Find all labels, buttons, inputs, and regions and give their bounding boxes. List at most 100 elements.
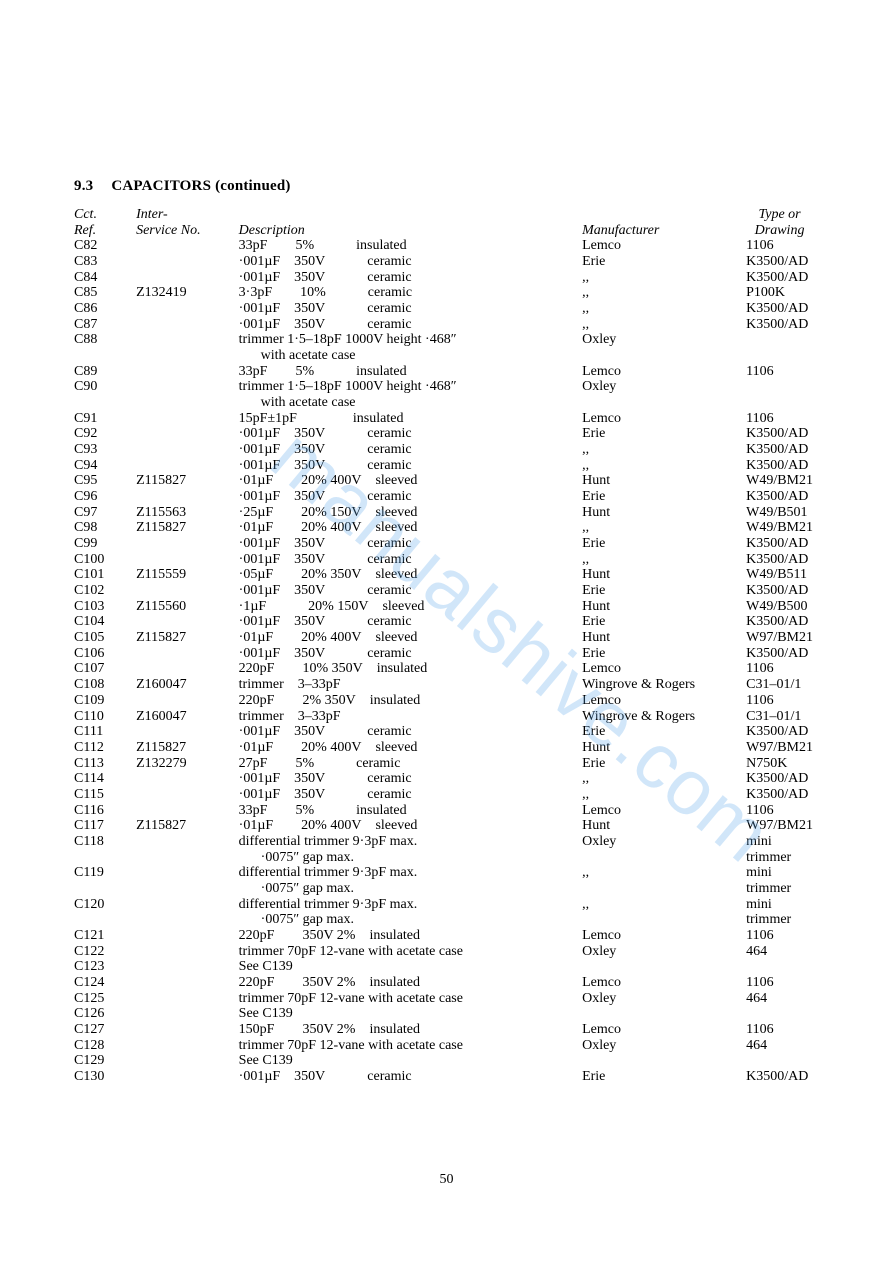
- desc-cell: ·01µF 20% 400V sleeved: [239, 520, 582, 536]
- mfr-cell: ,,: [582, 771, 746, 787]
- typ-cell: K3500/AD: [746, 254, 819, 270]
- svc-cell: Z132419: [136, 285, 239, 301]
- table-row: C102·001µF 350V ceramicErieK3500/AD: [74, 583, 819, 599]
- table-row: C107220pF 10% 350V insulatedLemco1106: [74, 661, 819, 677]
- header-svc-top: Inter-: [136, 207, 239, 223]
- desc-cell: ·001µF 350V ceramic: [239, 536, 582, 552]
- mfr-cell: Oxley: [582, 944, 746, 960]
- cct-cell: C108: [74, 677, 136, 693]
- mfr-cell: Hunt: [582, 630, 746, 646]
- cct-cell: C101: [74, 567, 136, 583]
- typ-cell: K3500/AD: [746, 426, 819, 442]
- desc-cell: ·001µF 350V ceramic: [239, 583, 582, 599]
- mfr-cell: Hunt: [582, 740, 746, 756]
- desc-cell: ·001µF 350V ceramic: [239, 458, 582, 474]
- svc-cell: Z160047: [136, 677, 239, 693]
- mfr-cell: Lemco: [582, 411, 746, 427]
- mfr-cell: Erie: [582, 426, 746, 442]
- typ-cell: K3500/AD: [746, 552, 819, 568]
- table-row: C104·001µF 350V ceramicErieK3500/AD: [74, 614, 819, 630]
- cct-cell: C124: [74, 975, 136, 991]
- desc-cell: See C139: [239, 1053, 582, 1069]
- typ-cell: 1106: [746, 1022, 819, 1038]
- desc-cell: ·01µF 20% 400V sleeved: [239, 740, 582, 756]
- desc-cell: 27pF 5% ceramic: [239, 756, 582, 772]
- table-row: C106·001µF 350V ceramicErieK3500/AD: [74, 646, 819, 662]
- svc-cell: [136, 489, 239, 505]
- svc-cell: [136, 693, 239, 709]
- typ-cell: K3500/AD: [746, 771, 819, 787]
- cct-cell: C87: [74, 317, 136, 333]
- table-row: C99·001µF 350V ceramicErieK3500/AD: [74, 536, 819, 552]
- svc-cell: [136, 724, 239, 740]
- typ-cell: 1106: [746, 975, 819, 991]
- desc-cell: ·001µF 350V ceramic: [239, 614, 582, 630]
- desc-cell: ·001µF 350V ceramic: [239, 552, 582, 568]
- mfr-cell: ,,: [582, 897, 746, 913]
- typ-cell: P100K: [746, 285, 819, 301]
- svc-cell: [136, 317, 239, 333]
- svc-cell: [136, 583, 239, 599]
- table-row: C122trimmer 70pF 12-vane with acetate ca…: [74, 944, 819, 960]
- desc-sub-cell: ·0075″ gap max.: [239, 881, 582, 897]
- svc-cell: Z115563: [136, 505, 239, 521]
- table-row: C119differential trimmer 9·3pF max.,,min…: [74, 865, 819, 881]
- typ-cell: K3500/AD: [746, 614, 819, 630]
- table-row: C105Z115827·01µF 20% 400V sleevedHuntW97…: [74, 630, 819, 646]
- svc-cell: Z115827: [136, 473, 239, 489]
- svc-cell: [136, 787, 239, 803]
- typ-cell: K3500/AD: [746, 787, 819, 803]
- mfr-cell: [582, 959, 746, 975]
- typ-cell: K3500/AD: [746, 583, 819, 599]
- svc-cell: [136, 536, 239, 552]
- svc-cell: [136, 270, 239, 286]
- cct-cell: C102: [74, 583, 136, 599]
- cct-cell: C85: [74, 285, 136, 301]
- svc-cell: [136, 944, 239, 960]
- desc-cell: 220pF 2% 350V insulated: [239, 693, 582, 709]
- mfr-cell: Lemco: [582, 661, 746, 677]
- desc-cell: ·001µF 350V ceramic: [239, 301, 582, 317]
- table-row: C87·001µF 350V ceramic,,K3500/AD: [74, 317, 819, 333]
- desc-sub-text: with acetate case: [239, 395, 576, 411]
- svc-cell: Z115827: [136, 630, 239, 646]
- cct-cell: C92: [74, 426, 136, 442]
- mfr-cell: Hunt: [582, 567, 746, 583]
- mfr-cell: Erie: [582, 614, 746, 630]
- table-row: C103Z115560·1µF 20% 150V sleevedHuntW49/…: [74, 599, 819, 615]
- desc-cell: ·001µF 350V ceramic: [239, 317, 582, 333]
- cct-cell: C128: [74, 1038, 136, 1054]
- table-header: Cct. Inter- Type or Ref. Service No. Des…: [74, 207, 819, 238]
- page-number: 50: [0, 1172, 893, 1188]
- mfr-cell: [582, 1053, 746, 1069]
- table-row: C110Z160047trimmer 3–33pFWingrove & Roge…: [74, 709, 819, 725]
- desc-cell: 33pF 5% insulated: [239, 364, 582, 380]
- table-row: C86·001µF 350V ceramic,,K3500/AD: [74, 301, 819, 317]
- header-svc-bot: Service No.: [136, 223, 239, 239]
- desc-sub-text: with acetate case: [239, 348, 576, 364]
- table-row: C115·001µF 350V ceramic,,K3500/AD: [74, 787, 819, 803]
- mfr-cell: Oxley: [582, 379, 746, 395]
- cct-cell: C118: [74, 834, 136, 850]
- header-typ-top: Type or: [746, 207, 819, 223]
- typ-cell: [746, 332, 819, 348]
- typ-cell: 1106: [746, 364, 819, 380]
- desc-cell: ·001µF 350V ceramic: [239, 426, 582, 442]
- svc-cell: [136, 975, 239, 991]
- cct-cell: C82: [74, 238, 136, 254]
- svc-cell: Z115827: [136, 818, 239, 834]
- table-row: C120differential trimmer 9·3pF max.,,min…: [74, 897, 819, 913]
- cct-cell: C106: [74, 646, 136, 662]
- mfr-cell: Erie: [582, 756, 746, 772]
- svc-cell: [136, 661, 239, 677]
- table-row: C84·001µF 350V ceramic,,K3500/AD: [74, 270, 819, 286]
- table-row: C83·001µF 350V ceramicErieK3500/AD: [74, 254, 819, 270]
- typ-cell: K3500/AD: [746, 317, 819, 333]
- desc-cell: trimmer 70pF 12-vane with acetate case: [239, 991, 582, 1007]
- svc-cell: [136, 458, 239, 474]
- typ-cell: 1106: [746, 803, 819, 819]
- mfr-cell: Oxley: [582, 332, 746, 348]
- mfr-cell: ,,: [582, 520, 746, 536]
- mfr-cell: Wingrove & Rogers: [582, 677, 746, 693]
- svc-cell: [136, 803, 239, 819]
